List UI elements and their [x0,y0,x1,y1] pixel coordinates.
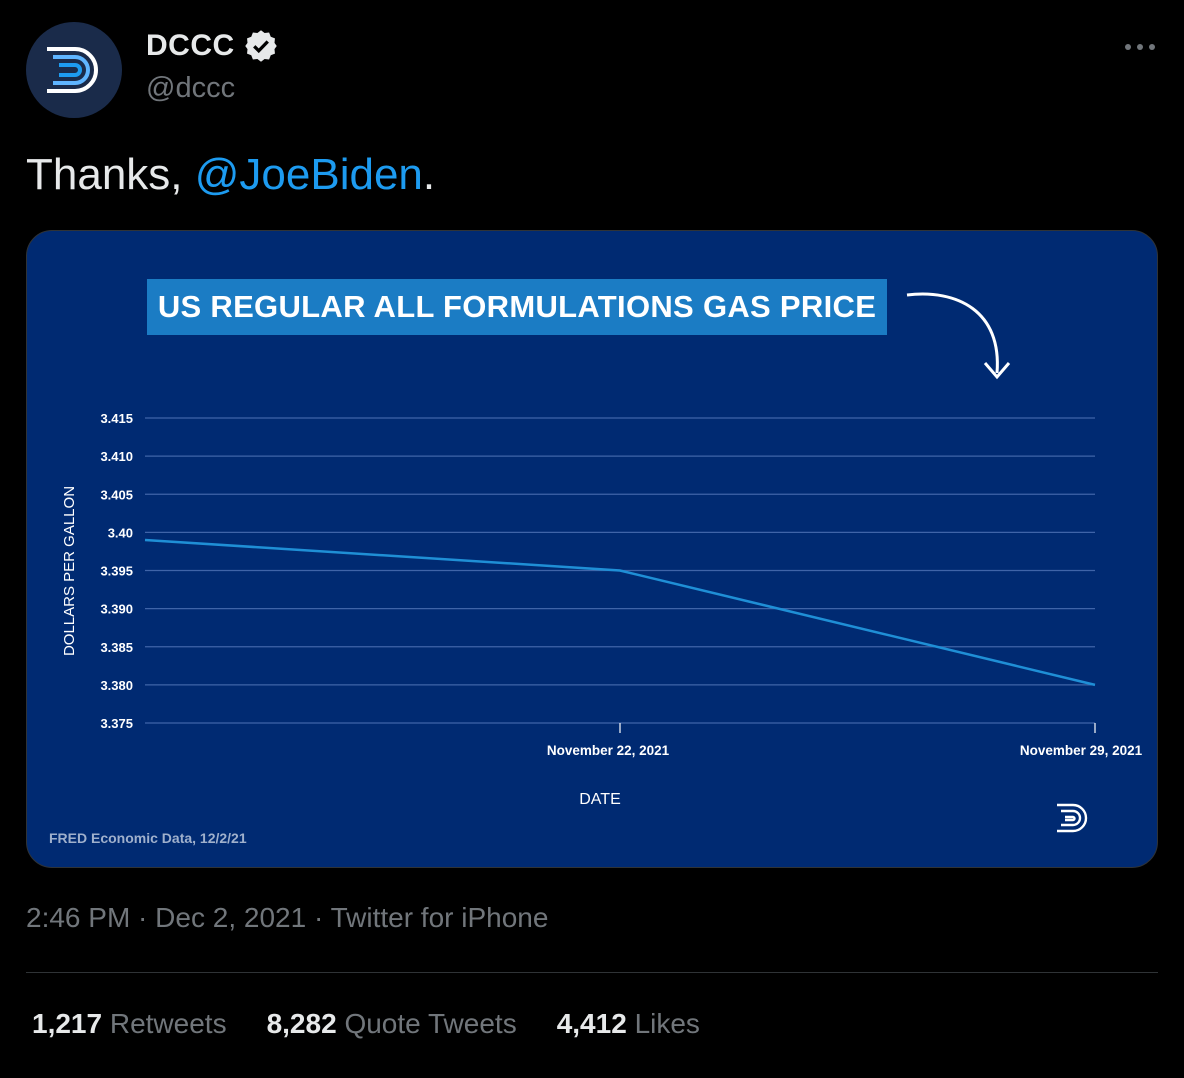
y-tick-label: 3.385 [100,640,133,655]
divider [26,972,1158,973]
meta-separator: · [130,902,156,933]
curved-arrow-icon [906,292,1011,380]
series-line [144,538,1096,687]
y-tick-label: 3.375 [100,716,133,731]
tweet-text-suffix: . [422,150,436,199]
quote-tweets-count: 8,282 [266,1008,337,1039]
author-name-text: DCCC [146,29,235,62]
likes-label: Likes [634,1008,700,1039]
tweet-media-image[interactable]: US REGULAR ALL FORMULATIONS GAS PRICE 3.… [26,230,1158,868]
dccc-watermark-icon [1057,803,1088,833]
retweets-count: 1,217 [32,1008,103,1039]
avatar[interactable] [26,22,122,118]
y-tick-label: 3.415 [100,411,133,426]
y-tick-label: 3.405 [100,487,133,502]
quote-tweets-stat[interactable]: 8,282 Quote Tweets [267,1008,517,1040]
y-tick-label: 3.40 [108,525,133,540]
more-options-icon [1125,44,1155,50]
tweet-date[interactable]: Dec 2, 2021 [155,902,307,933]
quote-tweets-label: Quote Tweets [344,1008,517,1039]
verified-badge-icon [244,30,277,62]
author-handle[interactable]: @dccc [146,72,236,104]
chart-title: US REGULAR ALL FORMULATIONS GAS PRICE [147,279,887,335]
tweet-text-prefix: Thanks, [26,150,195,199]
x-axis-label: DATE [579,791,620,808]
chart-footnote: FRED Economic Data, 12/2/21 [49,830,247,846]
tweet-source[interactable]: Twitter for iPhone [330,902,549,933]
meta-separator: · [306,902,331,933]
author-display-name[interactable]: DCCC [146,28,279,64]
retweets-label: Retweets [109,1008,227,1039]
line-chart: 3.415 3.410 3.405 3.40 3.395 3.390 3.385 3.380 3… [49,292,1143,846]
tweet-time[interactable]: 2:46 PM [26,902,131,933]
tweet-meta: 2:46 PM · Dec 2, 2021 · Twitter for iPho… [26,902,548,934]
mention-link[interactable]: @JoeBiden [194,150,423,199]
y-tick-label: 3.380 [100,678,133,693]
engagement-stats: 1,217 Retweets 8,282 Quote Tweets 4,412 … [32,1008,700,1040]
more-options-button[interactable] [1118,30,1162,64]
dccc-logo-icon [47,47,98,93]
likes-stat[interactable]: 4,412 Likes [557,1008,700,1040]
retweets-stat[interactable]: 1,217 Retweets [32,1008,227,1040]
y-tick-label: 3.395 [100,564,133,579]
tweet-text: Thanks, @JoeBiden. [26,150,435,200]
y-tick-label: 3.410 [100,449,133,464]
likes-count: 4,412 [556,1008,627,1039]
y-tick-label: 3.390 [100,602,133,617]
y-axis-label: DOLLARS PER GALLON [61,486,78,656]
x-tick-label: November 29, 2021 [1020,743,1143,758]
x-tick-label: November 22, 2021 [547,743,670,758]
